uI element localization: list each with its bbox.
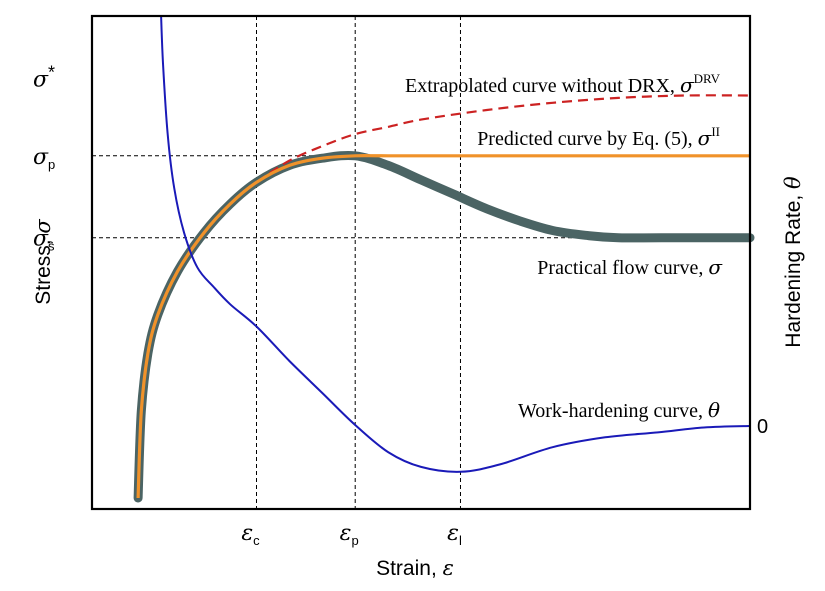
x-tick-ep: εp — [340, 521, 359, 548]
x-tick-ec: εc — [241, 521, 260, 548]
label-predicted: Predicted curve by Eq. (5), σII — [477, 124, 720, 150]
y-axis-title-right: Hardening Rate, θ — [781, 176, 805, 348]
x-axis-title: Strain, ε — [376, 556, 454, 580]
label-extrapolated: Extrapolated curve without DRX, σDRV — [405, 71, 721, 97]
label-layer: Extrapolated curve without DRX, σDRV Pred… — [33, 63, 768, 548]
x-tick-el: εl — [447, 521, 462, 548]
y-tick-sstar: σ* — [33, 63, 55, 93]
y-axis-title-left: Stress, σ — [31, 219, 55, 305]
right-tick-zero: 0 — [757, 416, 768, 438]
label-practical: Practical flow curve, σ — [537, 255, 723, 279]
series-extrapolated-line — [255, 94, 751, 184]
y-tick-ss: σs — [33, 227, 55, 254]
series-layer — [133, 15, 755, 503]
plot-frame — [90, 14, 752, 511]
series-practical-line — [133, 150, 755, 503]
series-workhardening-line — [160, 15, 751, 473]
y-tick-sp: σp — [33, 145, 55, 172]
series-predicted-line — [136, 154, 750, 499]
label-workhardening: Work-hardening curve, θ — [518, 398, 720, 422]
